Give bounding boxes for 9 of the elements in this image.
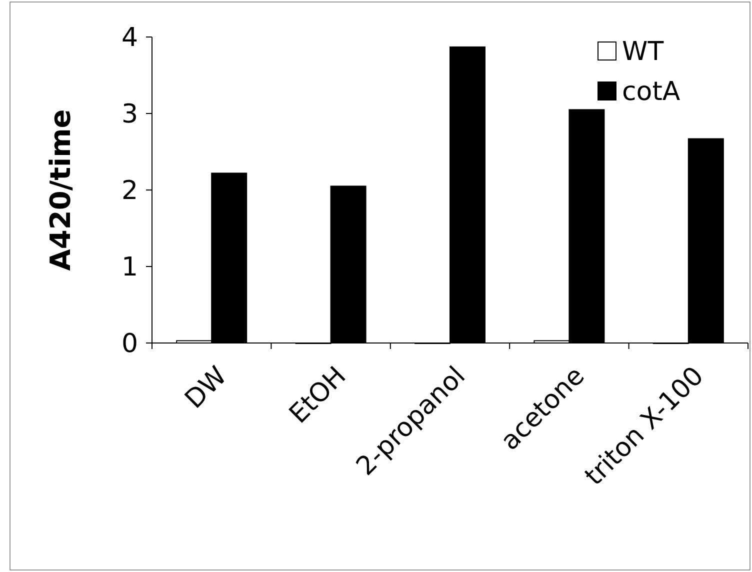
y-tick-label: 0	[121, 329, 138, 360]
x-tick-label: DW	[179, 361, 233, 415]
y-tick-label: 1	[121, 252, 138, 283]
legend-label: cotA	[622, 77, 680, 108]
y-tick-label: 2	[121, 176, 138, 206]
y-axis-title: A420/time	[44, 109, 77, 271]
y-tick-label: 3	[121, 100, 138, 130]
y-tick-label: 4	[121, 23, 138, 54]
legend-label: WT	[622, 37, 664, 68]
